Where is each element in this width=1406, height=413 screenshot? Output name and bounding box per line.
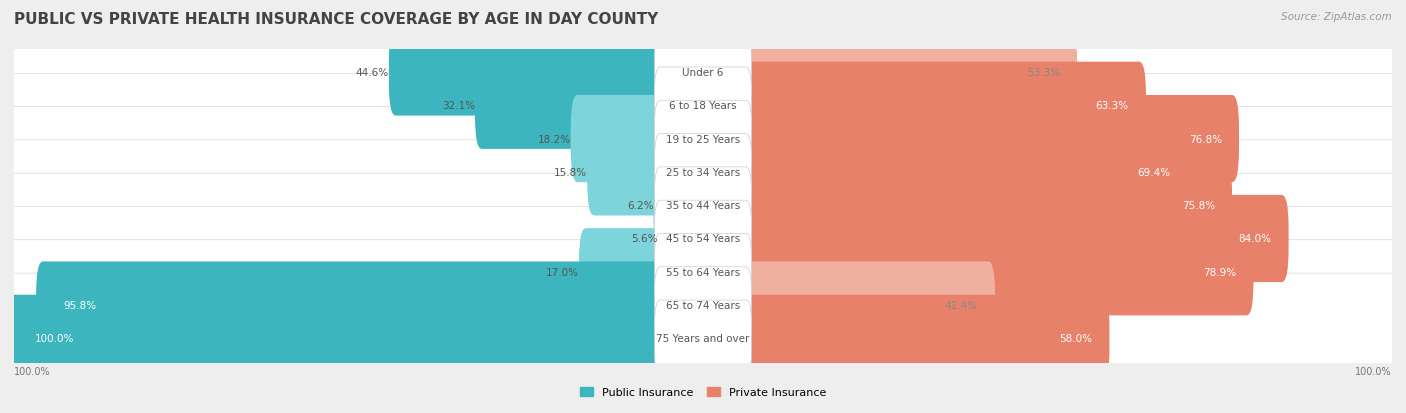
Text: 17.0%: 17.0% [546, 267, 579, 277]
FancyBboxPatch shape [475, 62, 675, 150]
FancyBboxPatch shape [4, 140, 1402, 271]
FancyBboxPatch shape [731, 29, 1077, 116]
FancyBboxPatch shape [731, 262, 995, 349]
FancyBboxPatch shape [4, 74, 1402, 204]
Text: 53.3%: 53.3% [1026, 68, 1060, 78]
Text: 75 Years and over: 75 Years and over [657, 334, 749, 344]
Text: 84.0%: 84.0% [1239, 234, 1271, 244]
FancyBboxPatch shape [731, 295, 1109, 382]
Text: 55 to 64 Years: 55 to 64 Years [666, 267, 740, 277]
FancyBboxPatch shape [4, 174, 1402, 304]
FancyBboxPatch shape [654, 162, 675, 249]
Text: 58.0%: 58.0% [1059, 334, 1092, 344]
Text: PUBLIC VS PRIVATE HEALTH INSURANCE COVERAGE BY AGE IN DAY COUNTY: PUBLIC VS PRIVATE HEALTH INSURANCE COVER… [14, 12, 658, 27]
Text: 19 to 25 Years: 19 to 25 Years [666, 134, 740, 144]
FancyBboxPatch shape [571, 96, 675, 183]
Text: 35 to 44 Years: 35 to 44 Years [666, 201, 740, 211]
Text: 15.8%: 15.8% [554, 167, 588, 178]
FancyBboxPatch shape [654, 267, 752, 344]
FancyBboxPatch shape [654, 168, 752, 244]
FancyBboxPatch shape [654, 234, 752, 310]
FancyBboxPatch shape [654, 101, 752, 178]
FancyBboxPatch shape [731, 162, 1232, 249]
Text: 18.2%: 18.2% [537, 134, 571, 144]
Text: 65 to 74 Years: 65 to 74 Years [666, 300, 740, 310]
Legend: Public Insurance, Private Insurance: Public Insurance, Private Insurance [575, 382, 831, 402]
FancyBboxPatch shape [4, 8, 1402, 138]
Text: 6 to 18 Years: 6 to 18 Years [669, 101, 737, 111]
FancyBboxPatch shape [731, 96, 1239, 183]
Text: 75.8%: 75.8% [1182, 201, 1215, 211]
FancyBboxPatch shape [7, 295, 675, 382]
FancyBboxPatch shape [4, 107, 1402, 237]
FancyBboxPatch shape [654, 201, 752, 277]
Text: 41.4%: 41.4% [945, 300, 979, 310]
Text: 100.0%: 100.0% [14, 366, 51, 376]
Text: 5.6%: 5.6% [631, 234, 658, 244]
Text: 45 to 54 Years: 45 to 54 Years [666, 234, 740, 244]
Text: 78.9%: 78.9% [1204, 267, 1236, 277]
FancyBboxPatch shape [37, 262, 675, 349]
Text: 63.3%: 63.3% [1095, 101, 1129, 111]
Text: Source: ZipAtlas.com: Source: ZipAtlas.com [1281, 12, 1392, 22]
FancyBboxPatch shape [579, 228, 675, 316]
FancyBboxPatch shape [4, 273, 1402, 404]
Text: 6.2%: 6.2% [627, 201, 654, 211]
Text: 95.8%: 95.8% [63, 300, 97, 310]
Text: 32.1%: 32.1% [441, 101, 475, 111]
Text: 44.6%: 44.6% [356, 68, 389, 78]
Text: 100.0%: 100.0% [1355, 366, 1392, 376]
FancyBboxPatch shape [731, 195, 1289, 282]
FancyBboxPatch shape [4, 207, 1402, 337]
Text: 76.8%: 76.8% [1188, 134, 1222, 144]
FancyBboxPatch shape [731, 62, 1146, 150]
Text: Under 6: Under 6 [682, 68, 724, 78]
FancyBboxPatch shape [731, 228, 1254, 316]
Text: 25 to 34 Years: 25 to 34 Years [666, 167, 740, 178]
FancyBboxPatch shape [4, 41, 1402, 171]
FancyBboxPatch shape [654, 68, 752, 144]
FancyBboxPatch shape [389, 29, 675, 116]
FancyBboxPatch shape [731, 129, 1188, 216]
FancyBboxPatch shape [654, 35, 752, 111]
Text: 69.4%: 69.4% [1137, 167, 1171, 178]
FancyBboxPatch shape [588, 129, 675, 216]
FancyBboxPatch shape [654, 300, 752, 377]
FancyBboxPatch shape [658, 195, 675, 282]
FancyBboxPatch shape [654, 134, 752, 211]
FancyBboxPatch shape [4, 240, 1402, 370]
Text: 100.0%: 100.0% [35, 334, 75, 344]
